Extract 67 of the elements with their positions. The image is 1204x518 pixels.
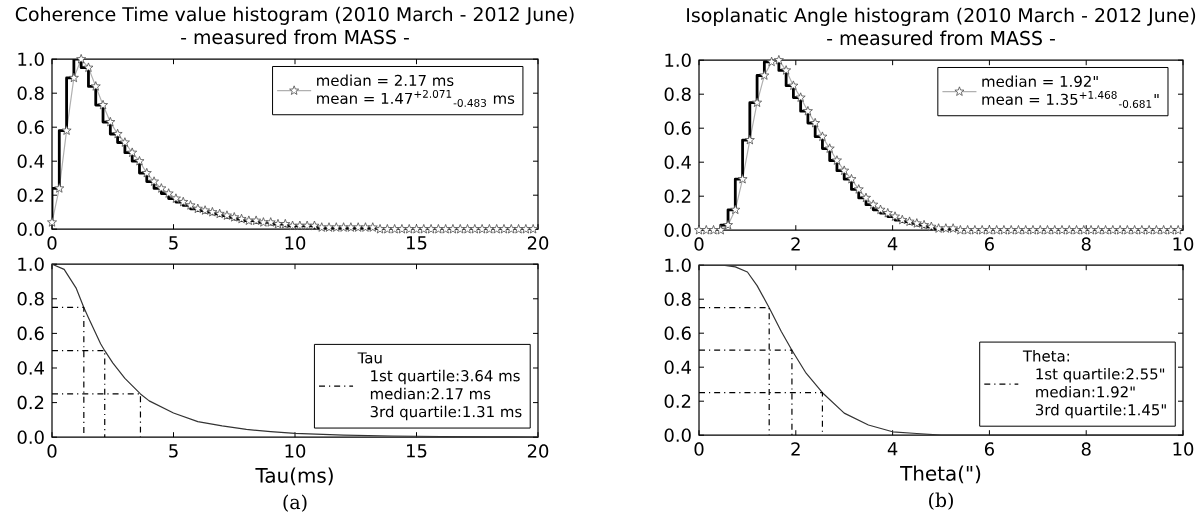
x-axis-title: Theta(") <box>900 465 981 483</box>
y-tick-label: 0.8 <box>664 87 691 101</box>
x-tick-label: 10 <box>285 443 306 458</box>
y-tick-label: 0.8 <box>17 86 44 100</box>
x-axis-title: Tau(ms) <box>255 467 333 485</box>
x-tick-label: 15 <box>407 235 427 250</box>
x-tick-label: 0 <box>694 441 704 456</box>
annotation: 1st quartile:2.55" <box>1036 367 1165 383</box>
chart-subtitle: - measured from MASS - <box>181 29 409 44</box>
legend-label: median = 1.92" <box>982 75 1098 87</box>
y-tick-label: 0.8 <box>664 292 691 306</box>
y-tick-label: 0.2 <box>17 395 44 410</box>
text: (b) <box>929 492 953 510</box>
y-tick-label: 0.4 <box>17 154 44 168</box>
annotation: 1st quartile:3.64 ms <box>371 369 520 385</box>
legend-label: median = 2.17 ms <box>317 74 454 86</box>
x-tick-label: 20 <box>527 235 549 250</box>
y-tick-label: 0.0 <box>17 222 44 236</box>
text: (a) <box>283 494 307 512</box>
x-tick-label: 10 <box>285 235 306 250</box>
y-tick-label: 0.4 <box>664 155 691 169</box>
chart-title: Isoplanatic Angle histogram (2010 March - 2012 June) <box>687 7 1196 26</box>
y-tick-label: 0.0 <box>664 428 691 442</box>
x-tick-label: 0 <box>47 443 57 458</box>
x-tick-label: 20 <box>527 443 549 458</box>
x-tick-label: 6 <box>984 236 994 251</box>
y-tick-label: 1.0 <box>18 257 44 271</box>
x-tick-label: 10 <box>1173 441 1194 456</box>
chart-title: Coherence Time value histogram (2010 March - 2012 June) <box>15 6 574 25</box>
x-tick-label: 10 <box>1173 236 1194 251</box>
x-tick-label: 6 <box>984 441 994 456</box>
y-tick-label: 0.4 <box>17 360 44 375</box>
text: Tau <box>357 352 382 364</box>
y-tick-label: 0.0 <box>664 223 691 237</box>
y-tick-label: 0.6 <box>664 326 691 340</box>
annotation: mean = 1.35$^{+1.468}$$_{-0.681}$" <box>982 90 1159 108</box>
annotation: median:1.92" <box>1036 385 1135 398</box>
annotation: mean = 1.47$^{+2.071}$$_{-0.483}$ ms <box>317 89 515 107</box>
y-tick-label: 0.6 <box>664 121 691 135</box>
x-tick-label: 8 <box>1081 236 1091 251</box>
line-series <box>52 263 538 437</box>
y-tick-label: 0.2 <box>664 394 691 408</box>
y-tick-label: 1.0 <box>665 53 691 67</box>
y-tick-label: 0.6 <box>17 326 44 340</box>
x-tick-label: 8 <box>1081 441 1091 456</box>
annotation: 3rd quartile:1.45" <box>1035 403 1166 419</box>
y-tick-label: 0.8 <box>17 291 44 306</box>
y-tick-label: 1.0 <box>18 52 44 66</box>
x-tick-label: 5 <box>169 235 178 250</box>
y-tick-label: 1.0 <box>665 258 691 272</box>
y-tick-label: 0.6 <box>17 120 44 134</box>
y-tick-label: 0.0 <box>17 430 44 444</box>
x-tick-label: 5 <box>169 443 178 458</box>
y-tick-label: 0.4 <box>664 360 691 374</box>
x-tick-label: 0 <box>694 236 704 251</box>
text: Theta: <box>1022 349 1069 362</box>
x-tick-label: 4 <box>887 236 898 251</box>
annotation: 3rd quartile:1.31 ms <box>370 405 522 420</box>
x-tick-label: 0 <box>47 235 57 250</box>
y-tick-label: 0.2 <box>17 188 44 202</box>
y-tick-label: 0.2 <box>664 189 691 203</box>
x-tick-label: 2 <box>791 236 800 251</box>
chart-subtitle: - measured from MASS - <box>827 30 1055 45</box>
annotation: median:2.17 ms <box>370 387 491 400</box>
x-tick-label: 15 <box>407 443 427 458</box>
x-tick-label: 2 <box>791 441 800 456</box>
x-tick-label: 4 <box>887 441 898 456</box>
